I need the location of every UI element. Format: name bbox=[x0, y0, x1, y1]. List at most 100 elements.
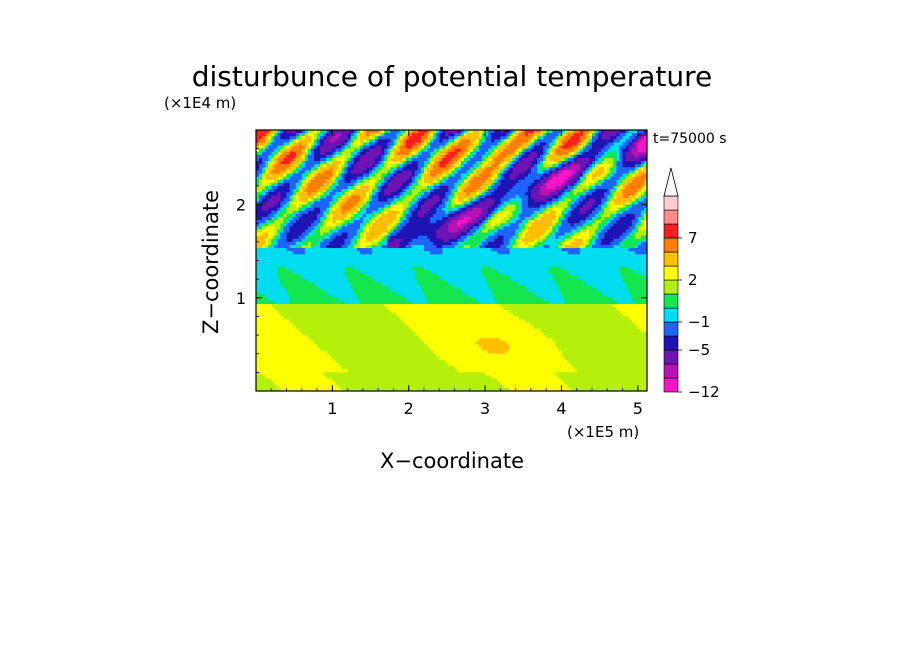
contour-cell bbox=[304, 161, 309, 165]
contour-cell bbox=[524, 133, 529, 137]
contour-cell bbox=[411, 204, 416, 209]
contour-cell bbox=[307, 139, 312, 143]
contour-cell bbox=[298, 145, 303, 150]
contour-cell bbox=[317, 235, 321, 240]
contour-cell bbox=[472, 248, 477, 252]
contour-cell bbox=[350, 139, 355, 143]
contour-cell bbox=[341, 130, 345, 134]
contour-cell bbox=[268, 195, 272, 199]
contour-cell bbox=[372, 170, 376, 174]
contour-cell bbox=[280, 157, 284, 162]
contour-cell bbox=[546, 226, 550, 230]
contour-cell bbox=[546, 176, 550, 181]
contour-cell bbox=[582, 220, 587, 224]
contour-cell bbox=[601, 161, 605, 165]
contour-cell bbox=[365, 210, 370, 215]
contour-cell bbox=[588, 207, 593, 212]
contour-cell bbox=[439, 232, 443, 237]
contour-cell bbox=[485, 235, 489, 240]
contour-cell bbox=[451, 173, 455, 178]
contour-cell bbox=[292, 235, 297, 240]
contour-cell bbox=[372, 151, 376, 156]
contour-cell bbox=[362, 173, 367, 178]
contour-cell bbox=[353, 185, 358, 190]
contour-cell bbox=[521, 207, 526, 212]
contour-cell bbox=[552, 157, 556, 162]
contour-cell bbox=[256, 173, 260, 178]
contour-cell bbox=[625, 238, 630, 243]
contour-cell bbox=[454, 167, 458, 171]
contour-cell bbox=[482, 213, 486, 218]
contour-cell bbox=[607, 201, 611, 205]
contour-cell bbox=[375, 226, 379, 230]
contour-cell bbox=[393, 204, 397, 209]
contour-cell bbox=[436, 151, 440, 156]
contour-cell bbox=[472, 217, 477, 221]
contour-cell bbox=[533, 176, 538, 181]
contour-cell bbox=[402, 198, 407, 202]
contour-cell bbox=[329, 182, 333, 187]
contour-cell bbox=[314, 176, 318, 181]
contour-cell bbox=[439, 176, 443, 181]
contour-cell bbox=[582, 217, 587, 221]
contour-cell bbox=[359, 195, 364, 199]
contour-cell bbox=[631, 244, 636, 249]
contour-cell bbox=[393, 133, 397, 137]
contour-cell bbox=[399, 148, 404, 153]
contour-cell bbox=[332, 189, 336, 193]
contour-cell bbox=[604, 185, 608, 190]
contour-cell bbox=[637, 173, 642, 178]
contour-cell bbox=[457, 238, 462, 243]
contour-cell bbox=[631, 235, 636, 240]
contour-cell bbox=[500, 133, 504, 137]
contour-cell bbox=[329, 173, 333, 178]
contour-cell bbox=[277, 142, 281, 146]
contour-cell bbox=[610, 204, 614, 209]
contour-cell bbox=[478, 133, 483, 137]
contour-cell bbox=[494, 133, 498, 137]
contour-cell bbox=[344, 241, 349, 246]
contour-cell bbox=[524, 238, 529, 243]
contour-cell bbox=[320, 204, 324, 209]
contour-cell bbox=[558, 204, 562, 209]
contour-cell bbox=[335, 136, 339, 140]
contour-cell bbox=[512, 157, 517, 162]
contour-cell bbox=[619, 151, 623, 156]
contour-cell bbox=[439, 170, 443, 174]
contour-cell bbox=[448, 139, 452, 143]
contour-cell bbox=[576, 226, 581, 230]
contour-cell bbox=[463, 182, 468, 187]
contour-cell bbox=[579, 213, 584, 218]
contour-cell bbox=[369, 176, 373, 181]
contour-cell bbox=[500, 238, 504, 243]
contour-cell bbox=[301, 248, 306, 252]
contour-cell bbox=[283, 229, 287, 233]
contour-cell bbox=[283, 142, 287, 146]
contour-cell bbox=[552, 148, 556, 153]
contour-cell bbox=[533, 248, 538, 252]
contour-cell bbox=[442, 217, 446, 221]
contour-cell bbox=[448, 157, 452, 162]
contour-cell bbox=[417, 133, 422, 137]
contour-cell bbox=[552, 201, 556, 205]
contour-cell bbox=[533, 170, 538, 174]
contour-cell bbox=[445, 139, 449, 143]
contour-cell bbox=[619, 136, 623, 140]
contour-cell bbox=[570, 244, 575, 249]
contour-cell bbox=[387, 195, 391, 199]
contour-cell bbox=[503, 179, 507, 184]
contour-cell bbox=[570, 220, 575, 224]
contour-cell bbox=[540, 164, 544, 168]
contour-cell bbox=[494, 130, 498, 134]
contour-cell bbox=[408, 241, 413, 246]
contour-cell bbox=[555, 130, 559, 134]
contour-cell bbox=[292, 185, 297, 190]
contour-cell bbox=[515, 238, 520, 243]
contour-cell bbox=[500, 136, 504, 140]
contour-cell bbox=[326, 157, 330, 162]
contour-cell bbox=[427, 248, 431, 252]
contour-cell bbox=[289, 204, 294, 209]
contour-cell bbox=[585, 189, 590, 193]
contour-cell bbox=[387, 238, 391, 243]
contour-cell bbox=[378, 192, 382, 196]
